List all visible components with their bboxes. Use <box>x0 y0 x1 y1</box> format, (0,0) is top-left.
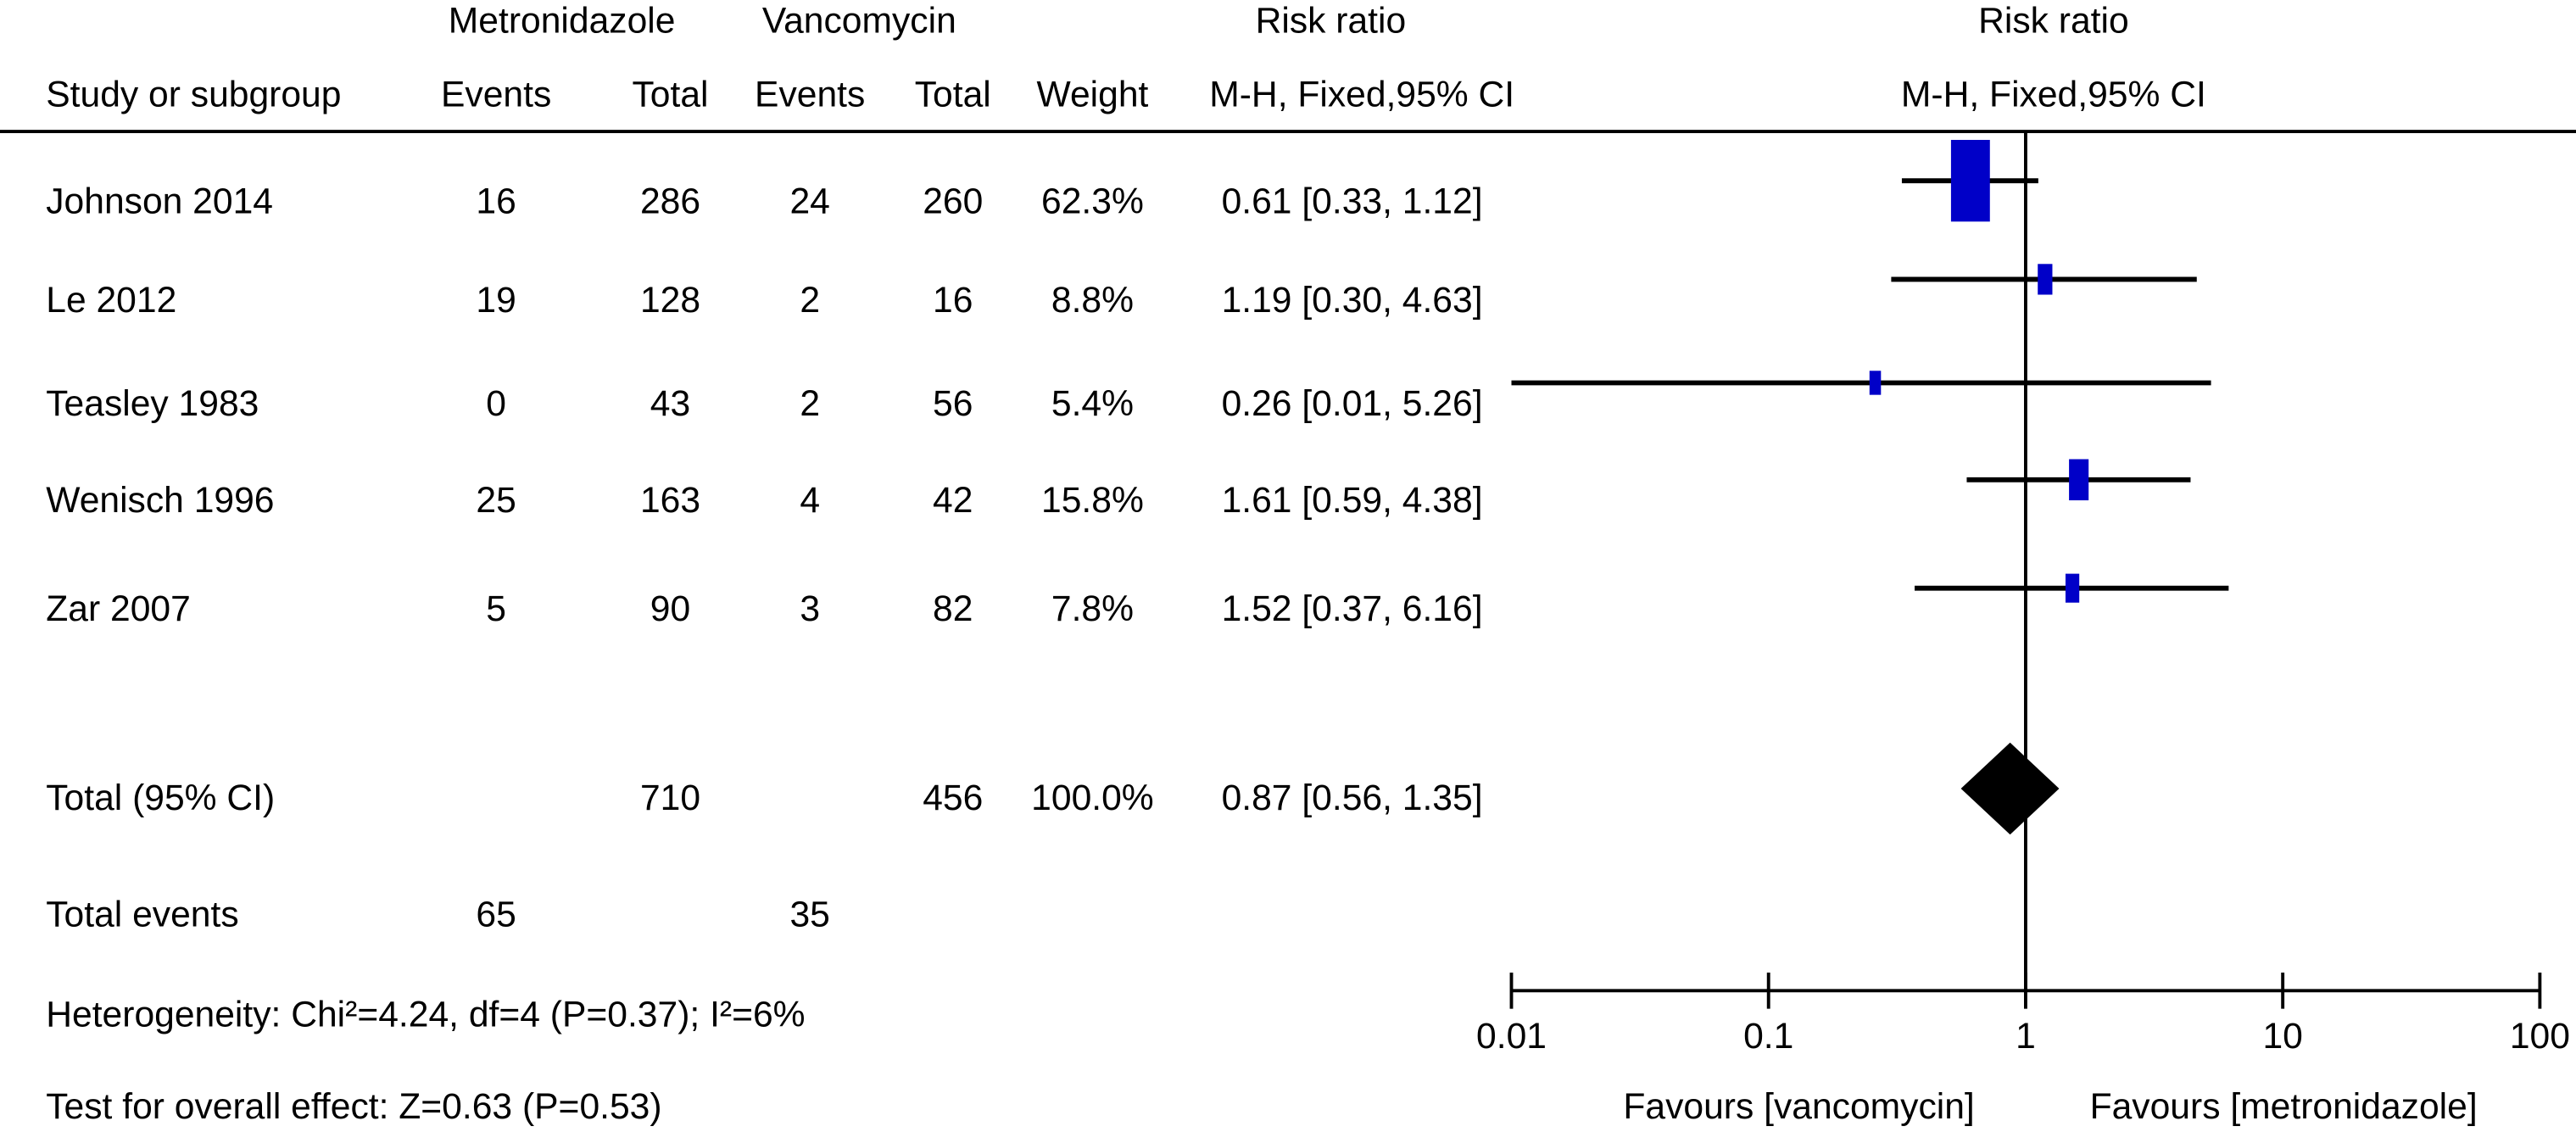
study-name: Wenisch 1996 <box>46 480 274 521</box>
study-name: Johnson 2014 <box>46 181 273 222</box>
weight-box <box>2065 573 2080 603</box>
cell: 56 <box>933 383 973 424</box>
cell: 163 <box>640 480 700 521</box>
cell: 1.61 [0.59, 4.38] <box>1222 480 1483 521</box>
cell: 286 <box>640 181 700 222</box>
column-header: Events <box>441 75 551 115</box>
group-header: Risk ratio <box>1256 0 1407 41</box>
group-header: Risk ratio <box>1978 0 2129 41</box>
cell: 42 <box>933 480 973 521</box>
cell: 16 <box>933 280 973 321</box>
cell: 19 <box>476 280 516 321</box>
total-name: Total (95% CI) <box>46 778 275 818</box>
favours-label: Favours [vancomycin] <box>1623 1086 1974 1127</box>
cell: 1.19 [0.30, 4.63] <box>1222 280 1483 321</box>
cell: 128 <box>640 280 700 321</box>
study-name: Le 2012 <box>46 280 176 321</box>
cell: 82 <box>933 588 973 629</box>
study-name: Teasley 1983 <box>46 383 259 424</box>
cell: 100.0% <box>1031 778 1154 818</box>
cell: 2 <box>800 280 820 321</box>
column-header: M-H, Fixed,95% CI <box>1209 75 1514 115</box>
weight-box <box>2038 264 2053 295</box>
cell: 7.8% <box>1051 588 1134 629</box>
study-name: Zar 2007 <box>46 588 191 629</box>
cell: 0.87 [0.56, 1.35] <box>1222 778 1483 818</box>
column-header: Total <box>915 75 991 115</box>
heterogeneity: Heterogeneity: Chi²=4.24, df=4 (P=0.37);… <box>46 995 805 1035</box>
cell: 62.3% <box>1041 181 1144 222</box>
column-header: M-H, Fixed,95% CI <box>1901 75 2206 115</box>
group-header: Metronidazole <box>449 0 676 41</box>
weight-box <box>1869 371 1882 395</box>
cell: 260 <box>923 181 983 222</box>
x-tick-label: 0.01 <box>1476 1016 1547 1057</box>
cell: 65 <box>476 894 516 934</box>
x-tick-label: 0.1 <box>1743 1016 1793 1057</box>
weight-box <box>2069 459 2089 501</box>
cell: 25 <box>476 480 516 521</box>
cell: 24 <box>789 181 829 222</box>
cell: 456 <box>923 778 983 818</box>
cell: 0 <box>486 383 506 424</box>
overall-effect: Test for overall effect: Z=0.63 (P=0.53) <box>46 1086 661 1127</box>
column-header: Total <box>632 75 708 115</box>
cell: 2 <box>800 383 820 424</box>
cell: 0.26 [0.01, 5.26] <box>1222 383 1483 424</box>
cell: 1.52 [0.37, 6.16] <box>1222 588 1483 629</box>
x-tick-label: 10 <box>2262 1016 2302 1057</box>
cell: 3 <box>800 588 820 629</box>
summary-diamond <box>1960 742 2060 835</box>
column-header: Study or subgroup <box>46 75 341 115</box>
x-tick-label: 1 <box>2016 1016 2036 1057</box>
favours-label: Favours [metronidazole] <box>2090 1086 2478 1127</box>
column-header: Events <box>755 75 865 115</box>
cell: 5.4% <box>1051 383 1134 424</box>
cell: 15.8% <box>1041 480 1144 521</box>
cell: 8.8% <box>1051 280 1134 321</box>
cell: 710 <box>640 778 700 818</box>
cell: 4 <box>800 480 820 521</box>
total-events-name: Total events <box>46 894 238 934</box>
column-header: Weight <box>1037 75 1149 115</box>
group-header: Vancomycin <box>762 0 956 41</box>
cell: 43 <box>650 383 690 424</box>
weight-box <box>1950 139 1990 222</box>
cell: 0.61 [0.33, 1.12] <box>1222 181 1483 222</box>
cell: 16 <box>476 181 516 222</box>
x-tick-label: 100 <box>2510 1016 2570 1057</box>
cell: 90 <box>650 588 690 629</box>
cell: 35 <box>789 894 829 934</box>
cell: 5 <box>486 588 506 629</box>
